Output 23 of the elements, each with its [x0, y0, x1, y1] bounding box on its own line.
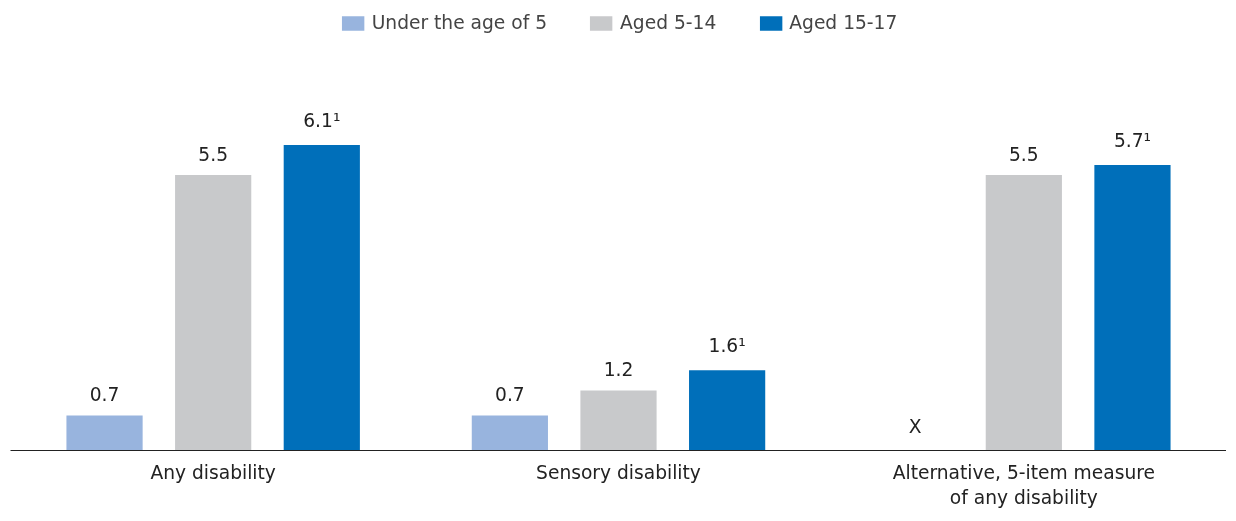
- legend-label: Under the age of 5: [371, 12, 548, 33]
- bar: [471, 415, 548, 451]
- bar: [283, 144, 360, 451]
- x-tick-label: Alternative, 5-item measure of any disability: [892, 461, 1155, 508]
- legend-label: Aged 15-17: [789, 12, 898, 33]
- bar: [66, 415, 143, 451]
- data-label: 5.5: [198, 144, 228, 165]
- bar: [985, 175, 1062, 451]
- data-label: 6.1¹: [303, 109, 341, 131]
- data-label: 1.6¹: [708, 335, 746, 357]
- x-tick-label: Sensory disability: [536, 461, 701, 483]
- data-label: 0.7: [495, 384, 525, 406]
- bar: [175, 175, 252, 451]
- bar: [580, 390, 657, 451]
- bar: [1094, 164, 1171, 451]
- data-label: 5.7¹: [1113, 129, 1152, 151]
- text: X: [908, 415, 922, 437]
- data-label: 1.2: [603, 359, 634, 381]
- data-label: 0.7: [89, 384, 120, 406]
- legend-label: Aged 5-14: [620, 12, 717, 33]
- data-label: 5.5: [1009, 144, 1039, 165]
- x-tick-label: Any disability: [150, 461, 276, 483]
- bar: [689, 370, 766, 451]
